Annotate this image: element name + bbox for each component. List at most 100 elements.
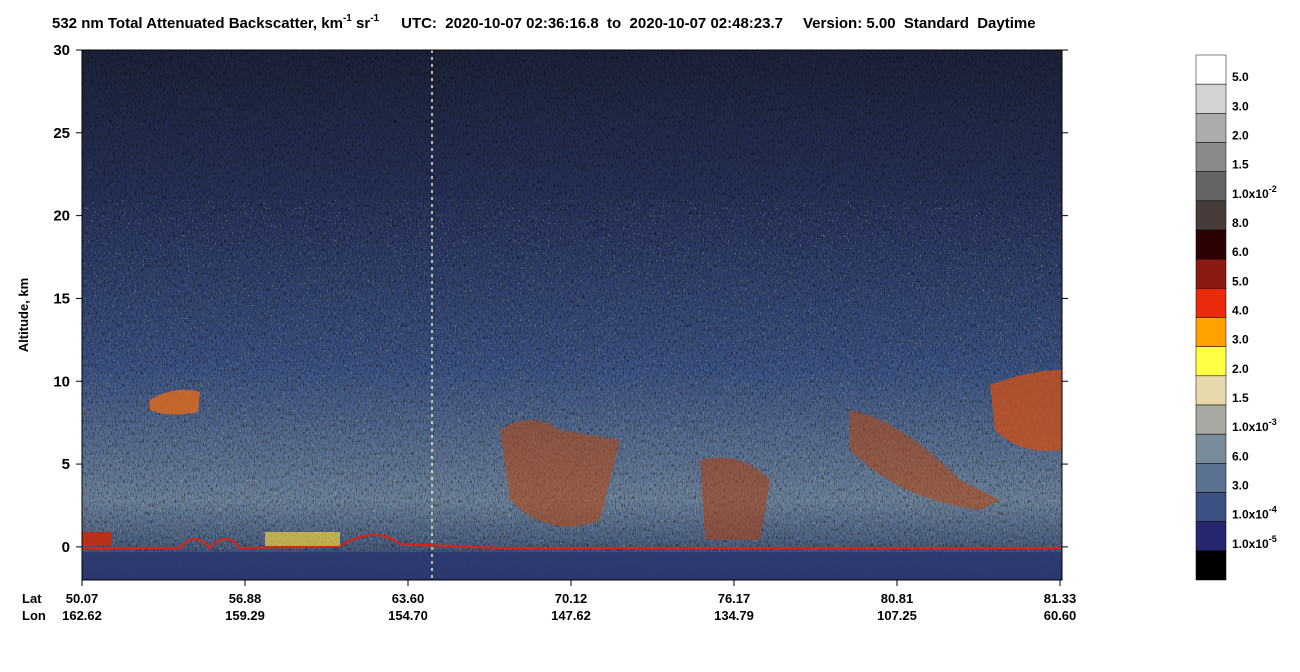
x-tick-label: 76.17: [718, 591, 751, 606]
colorbar-label: 1.0x10-2: [1232, 184, 1277, 201]
chart-title: 532 nm Total Attenuated Backscatter, km-…: [52, 13, 1036, 32]
x-tick-label: 63.60: [392, 591, 425, 606]
colorbar-swatch: [1195, 375, 1227, 406]
y-axis: 0 5 10 15 20 25 30: [53, 42, 1068, 556]
colorbar-label: 3.0: [1232, 99, 1249, 113]
y-tick-label: 30: [53, 42, 70, 59]
colorbar-label-text: 3.0: [1232, 333, 1249, 347]
colorbar-label-text: 2.0: [1232, 129, 1249, 143]
y-axis-label: Altitude, km: [16, 278, 31, 352]
colorbar-swatch: [1195, 83, 1227, 114]
x-tick-label: 134.79: [714, 608, 754, 623]
colorbar-swatch: [1195, 171, 1227, 202]
colorbar-label-text: 6.0: [1232, 449, 1249, 463]
cloud: [500, 420, 620, 527]
cloud: [850, 410, 1000, 510]
y-tick-label: 5: [62, 456, 70, 473]
colorbar-label-exponent: -4: [1269, 505, 1277, 515]
x-tick-label: 154.70: [388, 608, 428, 623]
colorbar-swatch: [1195, 521, 1227, 552]
colorbar-label-text: 4.0: [1232, 304, 1249, 318]
colorbar-label: 6.0: [1232, 449, 1249, 463]
colorbar-label: 1.0x10-5: [1232, 534, 1277, 551]
cloud: [990, 370, 1062, 451]
surface-band: [82, 552, 1062, 580]
backscatter-image: [82, 50, 1062, 580]
colorbar-label-text: 1.0x10: [1232, 537, 1269, 551]
colorbar-swatch: [1195, 346, 1227, 377]
cloud: [150, 389, 200, 415]
x-tick-label: 81.33: [1044, 591, 1077, 606]
colorbar-label-text: 2.0: [1232, 362, 1249, 376]
x-tick-label: 159.29: [225, 608, 265, 623]
colorbar-label-text: 1.5: [1232, 391, 1249, 405]
colorbar-label: 1.5: [1232, 391, 1249, 405]
colorbar-label-text: 5.0: [1232, 274, 1249, 288]
colorbar-swatch: [1195, 113, 1227, 143]
colorbar-swatch: [1195, 550, 1227, 581]
x-tick-label: 50.07: [66, 591, 99, 606]
colorbar-label: 2.0: [1232, 129, 1249, 143]
colorbar-label: 2.0: [1232, 362, 1249, 376]
title-exponent: -1: [370, 13, 379, 24]
x-tick-label: 56.88: [229, 591, 262, 606]
colorbar-label: 8.0: [1232, 216, 1249, 230]
colorbar-label-text: 1.0x10: [1232, 420, 1269, 434]
colorbar-label-text: 8.0: [1232, 216, 1249, 230]
x-tick-label: 60.60: [1044, 608, 1077, 623]
colorbar-label-text: 1.0x10: [1232, 508, 1269, 522]
x-tick-label: 107.25: [877, 608, 917, 623]
colorbar-label: 1.0x10-3: [1232, 417, 1277, 434]
y-tick-label: 25: [53, 125, 70, 142]
x-tick-label: 70.12: [555, 591, 588, 606]
colorbar-label: 3.0: [1232, 333, 1249, 347]
colorbar-swatch: [1195, 317, 1227, 347]
colorbar-swatch: [1195, 54, 1227, 85]
title-exponent: -1: [343, 13, 352, 24]
colorbar-swatch: [1195, 258, 1227, 289]
colorbar: 5.03.02.01.51.0x10-28.06.05.04.03.02.01.…: [1195, 54, 1277, 581]
x-tick-label: 147.62: [551, 608, 591, 623]
title-text: sr: [352, 15, 371, 32]
colorbar-label: 1.5: [1232, 158, 1249, 172]
y-tick-label: 20: [53, 208, 70, 225]
colorbar-label-exponent: -5: [1269, 534, 1277, 544]
colorbar-label-text: 6.0: [1232, 245, 1249, 259]
colorbar-swatch: [1195, 288, 1227, 318]
colorbar-label: 5.0: [1232, 70, 1249, 84]
x-tick-label: 80.81: [881, 591, 914, 606]
y-tick-label: 10: [53, 373, 70, 390]
colorbar-swatch: [1195, 492, 1227, 522]
colorbar-swatch: [1195, 200, 1227, 231]
surface-return: [82, 532, 112, 546]
x-tick-label: 162.62: [62, 608, 102, 623]
colorbar-label: 6.0: [1232, 245, 1249, 259]
x-row-name: Lon: [22, 608, 46, 623]
x-axis: Lat 50.07 56.88 63.60 70.12 76.17 80.81 81.33 Lo…: [22, 580, 1076, 623]
colorbar-label-text: 1.5: [1232, 158, 1249, 172]
colorbar-label-text: 5.0: [1232, 70, 1249, 84]
colorbar-label: 1.0x10-4: [1232, 505, 1277, 522]
title-text: 532 nm Total Attenuated Backscatter, km: [52, 15, 343, 32]
colorbar-swatch: [1195, 463, 1227, 493]
title-version: Version: 5.00 Standard Daytime: [803, 15, 1036, 32]
colorbar-label-text: 3.0: [1232, 479, 1249, 493]
colorbar-label-exponent: -2: [1269, 184, 1277, 194]
y-tick-label: 0: [62, 539, 70, 556]
plot-frame: [81, 49, 1063, 581]
colorbar-swatch: [1195, 229, 1227, 260]
x-row-name: Lat: [22, 591, 42, 606]
surface-line: [82, 534, 1062, 550]
colorbar-label-text: 1.0x10: [1232, 187, 1269, 201]
cloud: [700, 457, 770, 540]
title-utc: UTC: 2020-10-07 02:36:16.8 to 2020-10-07…: [401, 15, 783, 32]
colorbar-swatch: [1195, 433, 1227, 464]
y-tick-label: 15: [53, 290, 70, 307]
colorbar-label: 5.0: [1232, 274, 1249, 288]
colorbar-label-text: 3.0: [1232, 99, 1249, 113]
colorbar-label: 3.0: [1232, 479, 1249, 493]
colorbar-swatch: [1195, 404, 1227, 435]
colorbar-label-exponent: -3: [1269, 417, 1277, 427]
surface-aerosol: [265, 532, 340, 546]
